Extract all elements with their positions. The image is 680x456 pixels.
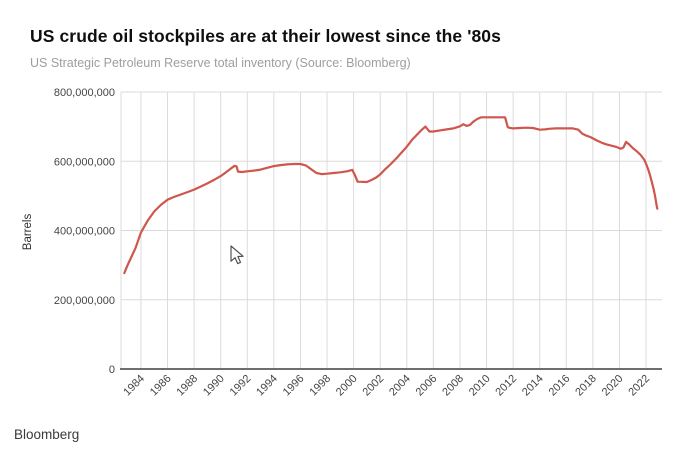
x-tick-label: 1990 [201, 373, 227, 399]
bloomberg-credit: Bloomberg [14, 427, 80, 442]
chart-subtitle: US Strategic Petroleum Reserve total inv… [30, 56, 411, 70]
x-tick-label: 1986 [148, 373, 174, 399]
x-tick-label: 2012 [493, 373, 519, 399]
x-tick-label: 2006 [414, 373, 440, 399]
series-line [123, 116, 659, 275]
y-tick-label: 200,000,000 [54, 295, 115, 307]
x-tick-label: 2016 [547, 373, 573, 399]
y-tick-label: 600,000,000 [54, 156, 115, 168]
x-tick-label: 1996 [281, 373, 307, 399]
y-tick-label: 800,000,000 [54, 87, 115, 99]
x-tick-label: 2008 [440, 373, 466, 399]
x-tick-label: 2022 [626, 373, 652, 399]
mouse-cursor-icon [230, 245, 244, 265]
x-tick-label: 2018 [573, 373, 599, 399]
x-tick-label: 1992 [228, 373, 254, 399]
chart-title: US crude oil stockpiles are at their low… [30, 26, 501, 46]
y-tick-label: 0 [109, 364, 115, 376]
x-tick-label: 2020 [600, 373, 626, 399]
x-tick-label: 2002 [361, 373, 387, 399]
x-tick-label: 2000 [334, 373, 360, 399]
y-axis-title: Barrels [22, 214, 34, 251]
x-tick-label: 2014 [520, 373, 546, 399]
x-tick-label: 1984 [121, 373, 147, 399]
y-tick-label: 400,000,000 [54, 226, 115, 238]
x-tick-label: 2004 [387, 373, 413, 399]
x-tick-label: 1998 [307, 373, 333, 399]
x-tick-label: 1988 [174, 373, 200, 399]
x-tick-label: 1994 [254, 373, 280, 399]
x-tick-label: 2010 [467, 373, 493, 399]
